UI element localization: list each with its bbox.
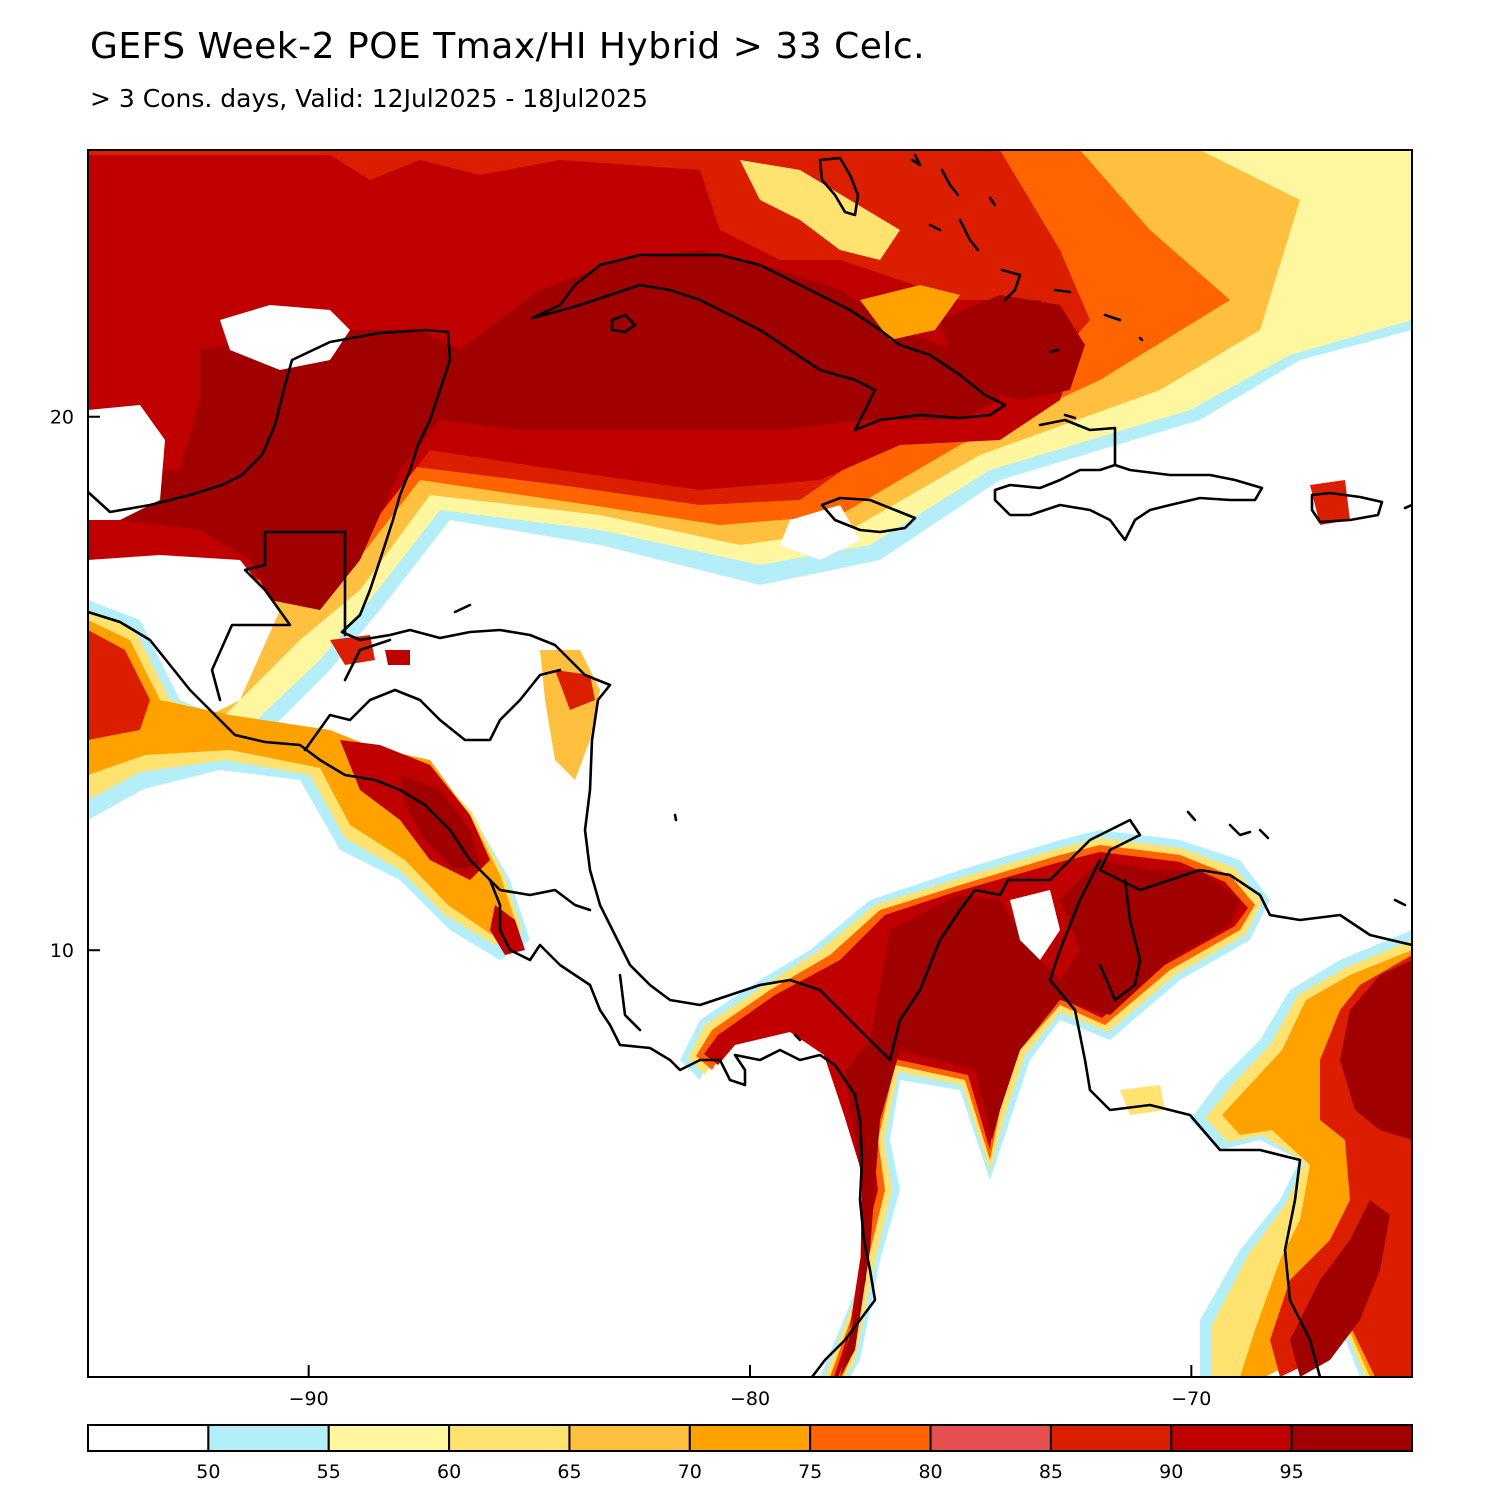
y-tick-label: 10 — [50, 940, 74, 962]
colorbar: 50 55 60 65 70 75 80 85 90 95 — [87, 1424, 1413, 1483]
map-title: GEFS Week-2 POE Tmax/HI Hybrid > 33 Celc… — [90, 26, 926, 67]
colorbar-label: 65 — [557, 1461, 581, 1483]
colorbar-swatch — [929, 1424, 1052, 1452]
colorbar-swatch — [87, 1424, 210, 1452]
colorbar-label: 70 — [678, 1461, 702, 1483]
map-plot-area — [88, 150, 1412, 1377]
colorbar-label: 95 — [1280, 1461, 1304, 1483]
colorbar-swatch — [568, 1424, 691, 1452]
y-tick-label: 20 — [50, 407, 74, 429]
colorbar-label: 75 — [798, 1461, 822, 1483]
colorbar-swatch — [809, 1424, 932, 1452]
prob-shading-south — [680, 830, 1412, 1377]
colorbar-label: 55 — [317, 1461, 341, 1483]
coastlines — [88, 153, 1412, 1377]
colorbar-label: 50 — [196, 1461, 220, 1483]
map-subtitle: > 3 Cons. days, Valid: 12Jul2025 - 18Jul… — [90, 84, 648, 113]
colorbar-label: 85 — [1039, 1461, 1063, 1483]
colorbar-swatch — [1049, 1424, 1173, 1452]
colorbar-label: 60 — [437, 1461, 461, 1483]
colorbar-swatch — [1170, 1424, 1293, 1452]
colorbar-label: 80 — [918, 1461, 942, 1483]
x-axis: −90 −80 −70 — [289, 1365, 1211, 1410]
x-tick-label: −90 — [289, 1388, 329, 1410]
colorbar-swatch — [1290, 1424, 1413, 1452]
colorbar-swatch — [207, 1424, 330, 1452]
colorbar-swatch — [448, 1424, 571, 1452]
x-tick-label: −80 — [730, 1388, 770, 1410]
prob-shading-north — [88, 150, 1412, 820]
prob-shading-central-america — [88, 600, 600, 960]
colorbar-swatch — [688, 1424, 812, 1452]
x-tick-label: −70 — [1171, 1388, 1211, 1410]
colorbar-label: 90 — [1159, 1461, 1183, 1483]
colorbar-swatch — [327, 1424, 451, 1452]
